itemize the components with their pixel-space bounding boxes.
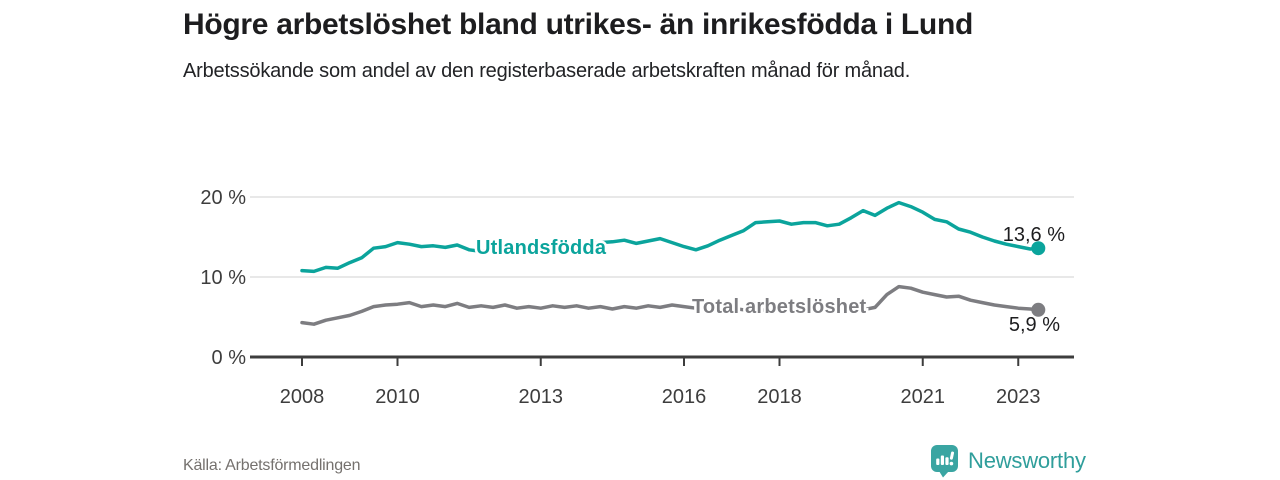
y-tick-label: 10 % — [200, 267, 246, 289]
newsworthy-logo[interactable]: Newsworthy — [930, 444, 1086, 478]
page-title: Högre arbetslöshet bland utrikes- än inr… — [183, 8, 973, 41]
series-end-dot — [1031, 241, 1046, 256]
end-value-label: 5,9 % — [1009, 314, 1060, 336]
end-value-label: 13,6 % — [1003, 224, 1065, 246]
newsworthy-wordmark: Newsworthy — [968, 448, 1086, 473]
x-tick-label: 2016 — [662, 386, 707, 408]
series-line-total-arbetsl-shet — [300, 284, 1041, 326]
y-tick-label: 20 % — [200, 187, 246, 209]
series-line-utlandsf-dda — [300, 200, 1041, 274]
x-tick-label: 2010 — [375, 386, 420, 408]
chart-header: Högre arbetslöshet bland utrikes- än inr… — [183, 6, 1103, 85]
x-tick-label: 2013 — [519, 386, 564, 408]
series-label: Total arbetslöshet — [692, 296, 867, 318]
series-end-dot — [1031, 302, 1046, 317]
x-tick-label: 2008 — [280, 386, 325, 408]
x-tick-label: 2023 — [996, 386, 1041, 408]
chart-subtitle: Arbetssökande som andel av den registerb… — [183, 60, 911, 82]
series-label: Utlandsfödda — [476, 237, 607, 259]
newsworthy-bubble-icon — [931, 445, 958, 478]
x-tick-label: 2018 — [757, 386, 802, 408]
source-note: Källa: Arbetsförmedlingen — [183, 457, 361, 474]
y-tick-label: 0 % — [212, 347, 247, 369]
x-tick-label: 2021 — [901, 386, 946, 408]
